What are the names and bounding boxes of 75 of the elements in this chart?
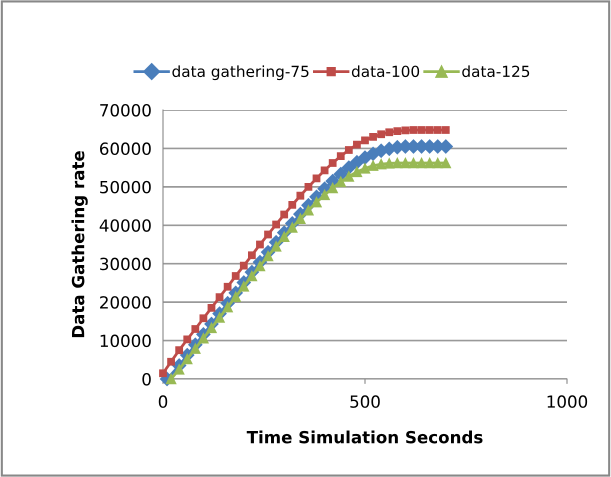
point: [303, 205, 314, 216]
x-axis-title: Time Simulation Seconds: [246, 430, 483, 444]
point: [369, 133, 377, 141]
point: [376, 158, 386, 170]
point: [270, 241, 282, 252]
point: [418, 126, 426, 134]
point: [361, 136, 369, 144]
point: [287, 222, 298, 233]
point: [304, 182, 312, 191]
point: [400, 158, 411, 168]
point: [426, 126, 434, 134]
point: [264, 230, 272, 238]
point: [336, 176, 346, 188]
point: [216, 293, 224, 302]
point: [385, 128, 394, 136]
y-tick-label: 50000: [100, 180, 151, 194]
y-tick-label: 70000: [100, 104, 151, 117]
point: [280, 210, 288, 218]
point: [256, 240, 264, 248]
point: [410, 126, 418, 134]
y-tick-label: 20000: [100, 296, 151, 309]
point: [167, 358, 175, 366]
legend-label: data-100: [352, 65, 420, 78]
point: [191, 325, 200, 333]
point: [344, 146, 353, 154]
point: [175, 346, 184, 354]
point: [432, 158, 443, 168]
point: [278, 232, 290, 242]
point: [360, 163, 370, 174]
x-tick-label: 0: [158, 395, 168, 408]
point: [319, 190, 330, 200]
point: [353, 140, 361, 148]
point: [295, 214, 306, 224]
point: [183, 336, 192, 344]
point: [328, 159, 337, 167]
point: [440, 158, 452, 168]
point: [230, 292, 241, 302]
point: [296, 192, 304, 200]
y-tick-label: 10000: [100, 334, 151, 348]
point: [232, 272, 240, 280]
point: [272, 220, 280, 228]
legend-label: data gathering-75: [172, 65, 308, 80]
point: [368, 160, 378, 171]
y-tick-label: 0: [142, 372, 151, 386]
point: [384, 158, 394, 169]
point: [392, 158, 403, 168]
x-tick-label: 1000: [548, 395, 588, 408]
point: [434, 126, 442, 134]
point: [159, 369, 167, 378]
point: [336, 152, 345, 160]
point: [416, 158, 427, 168]
point: [288, 201, 296, 209]
point: [200, 314, 208, 322]
x-tick-label: 500: [350, 395, 380, 408]
point: [424, 158, 435, 168]
point: [208, 304, 216, 312]
point: [248, 251, 256, 260]
point: [442, 126, 450, 134]
point: [408, 158, 419, 168]
point: [327, 182, 338, 194]
point: [312, 174, 320, 182]
point: [402, 126, 410, 134]
point: [393, 127, 402, 136]
y-tick-label: 60000: [100, 142, 151, 155]
y-tick-label: 40000: [100, 219, 151, 232]
point: [377, 130, 386, 138]
y-axis-title: Data Gathering rate: [71, 151, 88, 338]
point: [344, 171, 354, 182]
y-tick-label: 30000: [100, 258, 151, 270]
point: [320, 166, 328, 174]
point: [224, 282, 232, 291]
point: [240, 262, 248, 270]
point: [352, 166, 362, 178]
legend-label: data-125: [462, 65, 530, 78]
point: [311, 197, 322, 208]
